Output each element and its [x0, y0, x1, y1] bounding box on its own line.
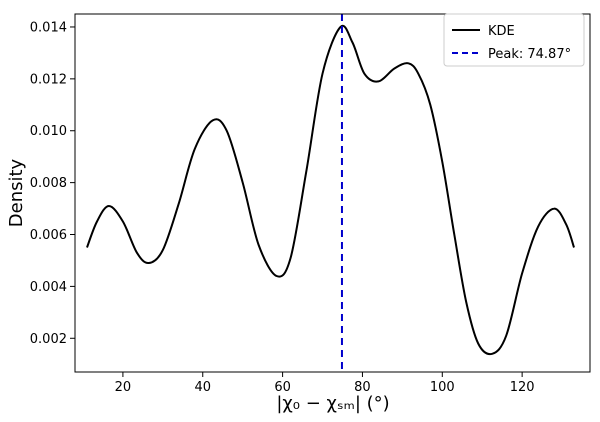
x-tick-label: 40	[194, 380, 211, 395]
y-tick-label: 0.014	[30, 20, 67, 35]
plot-layer	[86, 14, 575, 372]
x-tick-label: 60	[274, 380, 291, 395]
legend-kde-label: KDE	[488, 24, 515, 39]
x-tick-label: 80	[354, 380, 371, 395]
x-tick-label: 100	[430, 380, 455, 395]
y-tick-label: 0.004	[30, 280, 67, 295]
x-axis-title: |χ₀ − χₛₘ| (°)	[276, 393, 389, 414]
legend: KDE Peak: 74.87°	[443, 13, 585, 67]
y-tick-label: 0.006	[30, 228, 67, 243]
plot-frame	[74, 13, 591, 373]
kde-line-series-0	[86, 24, 575, 356]
y-tick-label: 0.002	[30, 332, 67, 347]
legend-peak-label: Peak: 74.87°	[488, 47, 571, 62]
legend-box	[443, 13, 585, 67]
y-tick-label: 0.008	[30, 176, 67, 191]
axis-layer: 20 40 60 80 100 120 0.002 0.004 0.006 0.008 0.010 0…	[30, 13, 591, 395]
y-axis-title: Density	[6, 158, 27, 227]
y-tick-label: 0.012	[30, 72, 67, 87]
y-tick-label: 0.010	[30, 124, 67, 139]
x-tick-label: 120	[510, 380, 535, 395]
x-tick-label: 20	[115, 380, 132, 395]
